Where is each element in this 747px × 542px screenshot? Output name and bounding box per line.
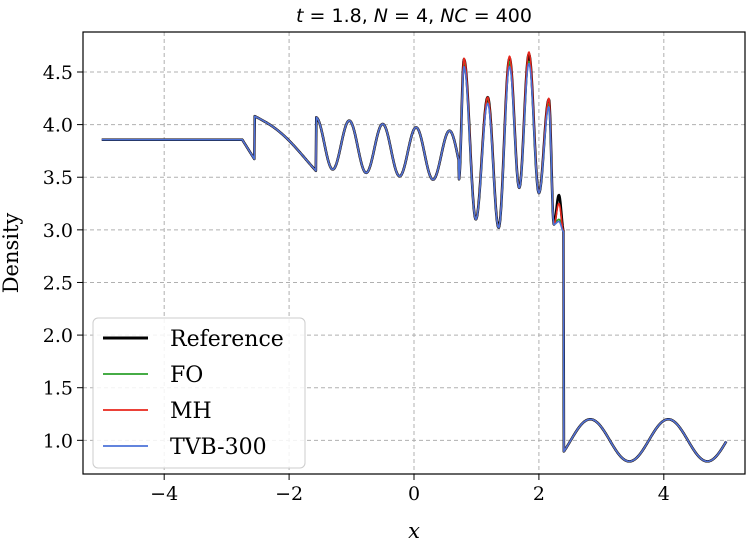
title-t-value: = 1.8, [304,5,374,27]
x-axis-label: x [408,519,420,542]
ticks: −4 −2 0 2 4 1.0 1.5 2.0 2.5 3.0 3.5 4.0 4.5 [43,62,670,505]
y-axis-label: Density [0,213,23,294]
y-tick-label: 4.5 [43,62,73,84]
legend: Reference FO MH TVB-300 [92,317,306,469]
y-tick-label: 1.5 [43,378,73,400]
title-t: t [296,5,305,27]
x-tick-label: 2 [533,483,545,505]
y-tick-label: 2.0 [43,325,73,347]
x-tick-label: 0 [408,483,420,505]
chart-title: t = 1.8, N = 4, NC = 400 [296,5,532,27]
y-tick-label: 3.5 [43,167,73,189]
title-nc: NC [440,5,468,27]
y-tick-label: 4.0 [43,115,73,137]
title-nc-value: = 400 [468,5,532,27]
legend-label: TVB-300 [170,435,267,460]
y-tick-label: 3.0 [43,220,73,242]
title-n: N [374,5,388,27]
title-n-value: = 4, [388,5,440,27]
legend-label: MH [170,399,212,424]
legend-label: FO [170,363,203,388]
x-tick-label: 4 [658,483,670,505]
x-tick-label: −4 [150,483,178,505]
legend-box [92,317,306,469]
grid [83,32,745,474]
y-tick-label: 2.5 [43,272,73,294]
series-lines [100,51,728,463]
x-tick-label: −2 [275,483,303,505]
y-tick-label: 1.0 [43,430,73,452]
legend-label: Reference [170,327,284,352]
series-line-tvb-300 [101,62,727,463]
